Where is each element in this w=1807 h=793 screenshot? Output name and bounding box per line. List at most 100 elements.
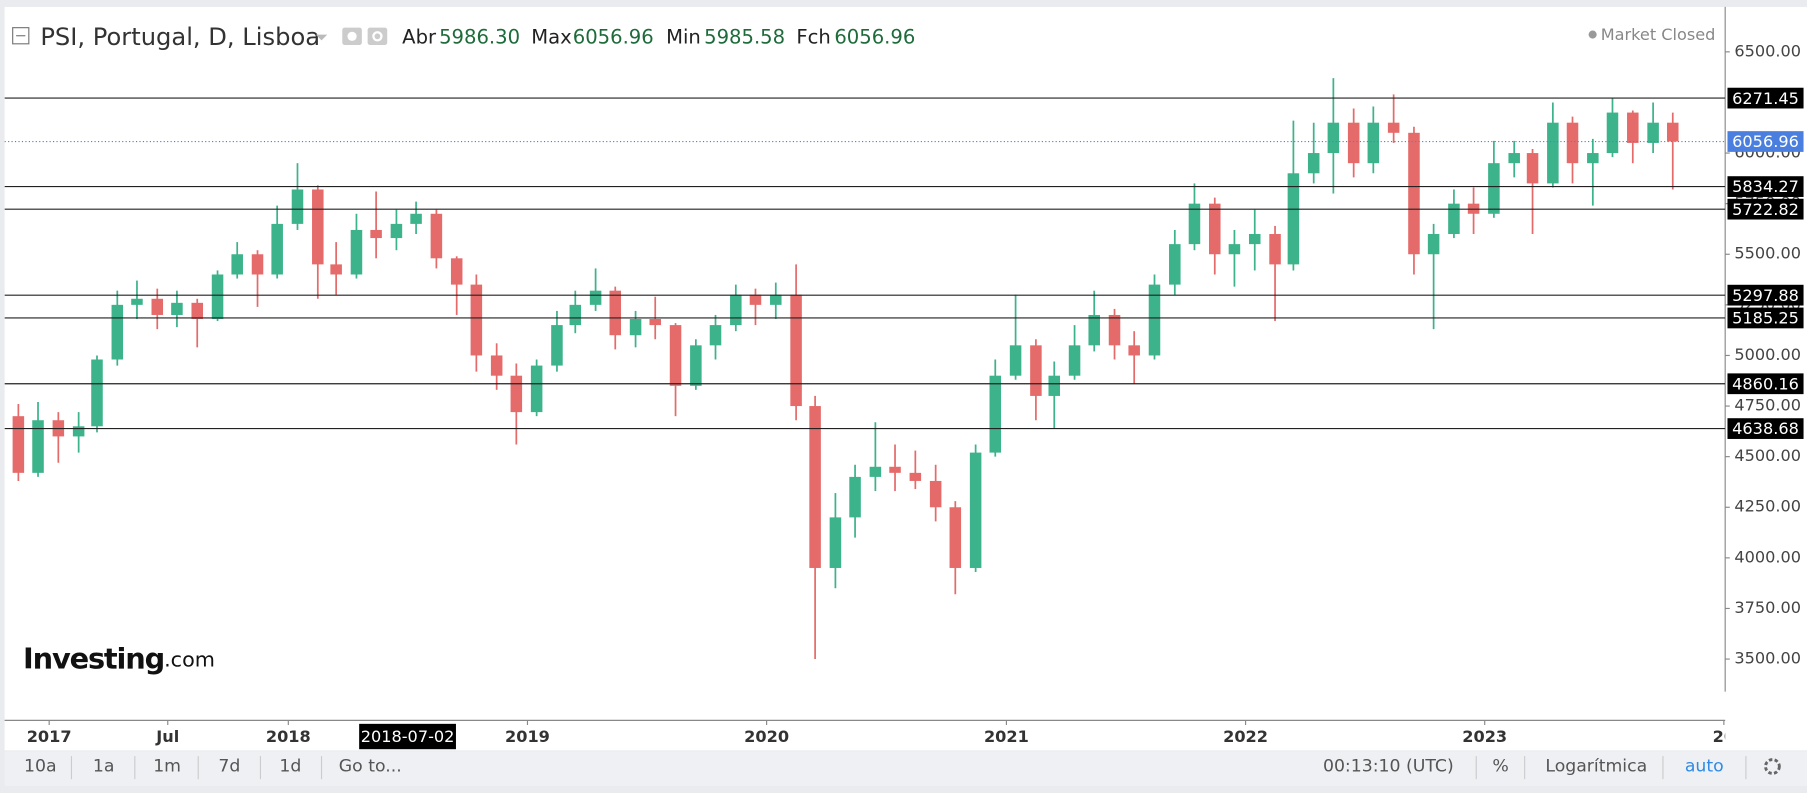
toolbar-items: 00:13:10 (UTC) % Logarítmica auto 10a 1a 1… bbox=[24, 756, 1781, 780]
range-button[interactable]: 1d bbox=[279, 756, 301, 776]
level-label-box bbox=[1727, 87, 1804, 109]
y-tick-label: 3500.00 bbox=[1734, 649, 1801, 668]
candle-body bbox=[949, 507, 962, 568]
candle-body bbox=[111, 304, 124, 360]
open-value: 5986.30 bbox=[439, 26, 520, 49]
y-tick-label: 4750.00 bbox=[1734, 396, 1801, 415]
candle-body bbox=[1566, 122, 1579, 164]
candle-body bbox=[1209, 203, 1221, 255]
settings-icon[interactable] bbox=[367, 27, 388, 45]
candle-body bbox=[211, 274, 224, 320]
candle-body bbox=[1148, 284, 1161, 356]
candle-body bbox=[1048, 375, 1061, 396]
candle-body bbox=[410, 213, 422, 224]
candle-body bbox=[1169, 244, 1181, 285]
x-tick-label: 2023 bbox=[1462, 727, 1507, 746]
candle-body bbox=[790, 294, 802, 407]
candle-body bbox=[470, 284, 483, 356]
candle-body bbox=[1009, 345, 1022, 376]
close-value: 6056.96 bbox=[834, 26, 915, 49]
candle-body bbox=[530, 365, 543, 413]
candle-body bbox=[370, 229, 382, 239]
candle-body bbox=[929, 480, 942, 508]
candle-body bbox=[889, 466, 901, 473]
auto-button[interactable]: auto bbox=[1685, 756, 1724, 776]
clock: 00:13:10 (UTC) bbox=[1323, 756, 1454, 776]
candle-body bbox=[1128, 345, 1140, 356]
candle-body bbox=[909, 472, 922, 481]
settings-gear bbox=[372, 31, 383, 42]
candle-body bbox=[770, 294, 782, 305]
candle-body bbox=[1448, 203, 1460, 235]
candle-body bbox=[589, 290, 602, 305]
symbol-dropdown[interactable] bbox=[315, 34, 328, 41]
high-label: Max bbox=[531, 26, 571, 49]
range-button[interactable]: 7d bbox=[218, 756, 240, 776]
x-tick-label: Jul bbox=[155, 727, 179, 746]
collapse-icon[interactable] bbox=[12, 27, 30, 45]
candle-body bbox=[1327, 122, 1340, 154]
level-label: 5297.88 bbox=[1732, 286, 1799, 305]
level-label-box bbox=[1727, 284, 1804, 306]
high-value: 6056.96 bbox=[573, 26, 654, 49]
candle-body bbox=[1188, 203, 1201, 245]
candle-body bbox=[231, 254, 243, 275]
candle-body bbox=[649, 319, 661, 326]
range-button[interactable]: 1m bbox=[153, 756, 181, 776]
candle-body bbox=[450, 258, 463, 285]
plot-area bbox=[4, 78, 1726, 660]
log-button[interactable]: Logarítmica bbox=[1545, 756, 1647, 776]
close-label: Fch bbox=[796, 26, 830, 49]
candle-body bbox=[1269, 234, 1281, 265]
x-tick-label: 2021 bbox=[984, 727, 1029, 746]
candle-body bbox=[1547, 122, 1559, 184]
y-tick-label: 4500.00 bbox=[1734, 446, 1801, 465]
candle-body bbox=[271, 223, 283, 275]
x-tick-label: 2019 bbox=[505, 727, 550, 746]
level-label: 5185.25 bbox=[1732, 309, 1799, 328]
crosshair-date-box bbox=[359, 723, 456, 750]
candle-body bbox=[1030, 345, 1042, 396]
candle-body bbox=[690, 345, 702, 386]
candle-body bbox=[1587, 153, 1599, 164]
y-tick-label: 4000.00 bbox=[1734, 547, 1801, 566]
candle-body bbox=[171, 302, 183, 315]
level-label-box bbox=[1727, 418, 1804, 439]
camera-lens bbox=[347, 31, 357, 41]
candle-body bbox=[1488, 163, 1500, 214]
settings-button[interactable] bbox=[1764, 758, 1781, 775]
time-axis: 2017 Jul 2018 2019 2020 2021 2022 2023 20 2018-07… bbox=[27, 720, 1725, 750]
level-label: 6271.45 bbox=[1732, 89, 1799, 108]
range-button[interactable]: 1a bbox=[93, 756, 115, 776]
candle-body bbox=[709, 325, 722, 346]
candle-body bbox=[1526, 153, 1539, 184]
candle-body bbox=[91, 359, 103, 427]
candle-body bbox=[989, 375, 1002, 453]
candle-body bbox=[1606, 112, 1619, 154]
x-tick-label: 2018 bbox=[266, 727, 311, 746]
x-tick-label: 2020 bbox=[744, 727, 789, 746]
y-tick-label: 3750.00 bbox=[1734, 598, 1801, 617]
candle-body bbox=[1387, 122, 1400, 133]
range-button[interactable]: 10a bbox=[24, 756, 57, 776]
brand-logo: Investing.com bbox=[23, 641, 215, 675]
candle-body bbox=[350, 229, 363, 275]
last-price-box bbox=[1727, 131, 1804, 152]
level-label: 4638.68 bbox=[1732, 419, 1799, 438]
goto-button[interactable]: Go to... bbox=[339, 756, 402, 776]
candle-body bbox=[1666, 122, 1679, 142]
candle-body bbox=[669, 325, 682, 386]
candle-body bbox=[829, 517, 842, 568]
x-tick-label: 2022 bbox=[1223, 727, 1268, 746]
candle-body bbox=[490, 355, 503, 376]
candle-body bbox=[1427, 234, 1440, 255]
level-label: 5834.27 bbox=[1732, 177, 1799, 196]
candle-body bbox=[251, 254, 264, 275]
level-label-box bbox=[1727, 198, 1804, 220]
candle-body bbox=[330, 264, 342, 275]
candle-body bbox=[809, 406, 821, 568]
percent-button[interactable]: % bbox=[1492, 756, 1508, 776]
brand-suffix: .com bbox=[164, 647, 215, 671]
